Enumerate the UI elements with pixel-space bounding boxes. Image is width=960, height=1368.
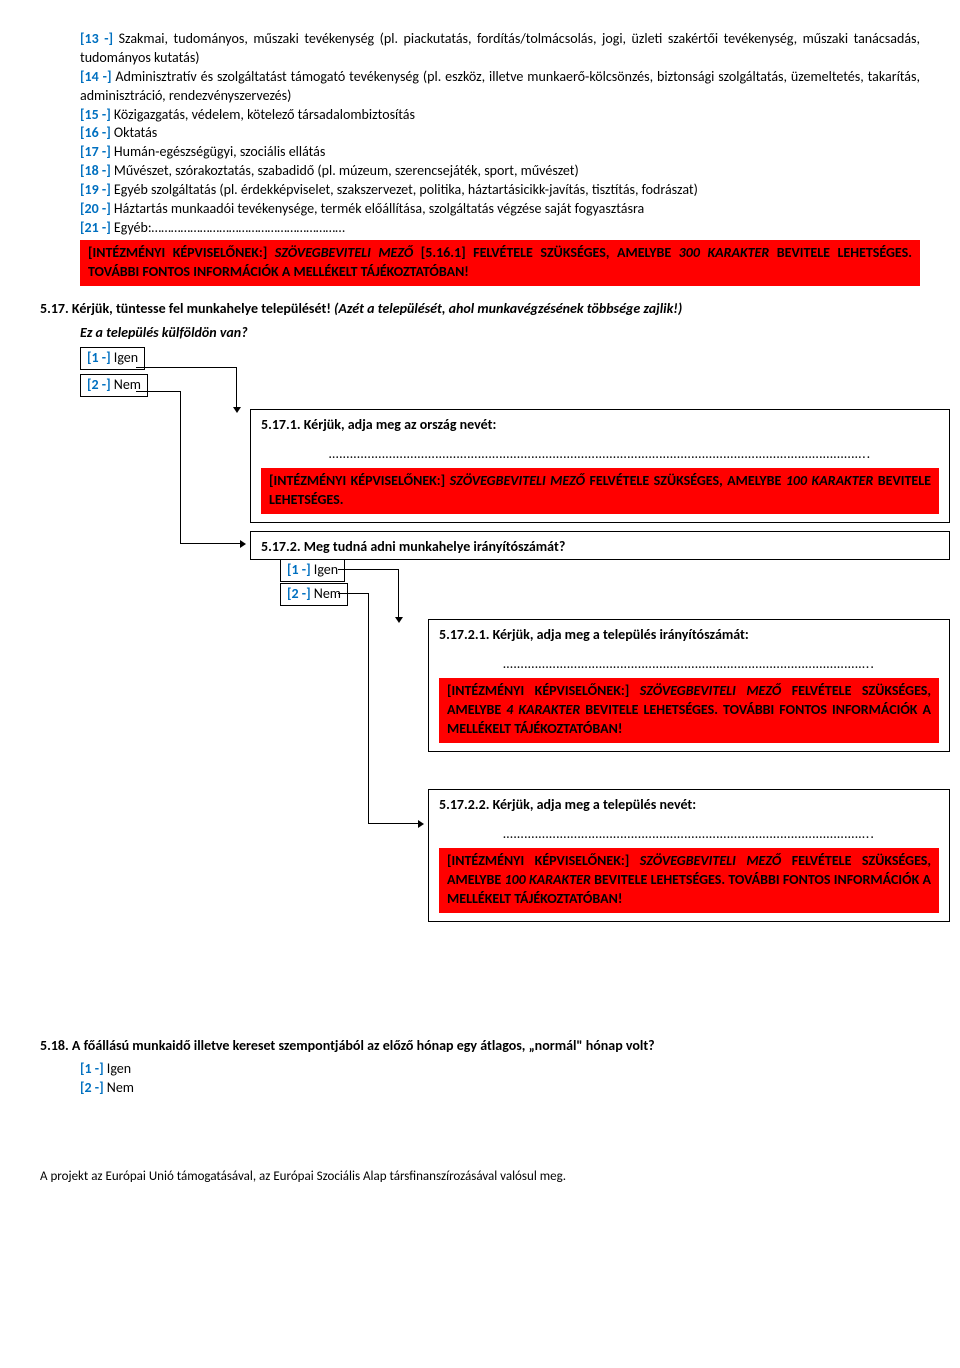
list-item: [17 -] Humán-egészségügyi, szociális ell… <box>80 143 920 162</box>
item-text: Háztartás munkaadói tevékenysége, termék… <box>111 200 645 217</box>
redbox-tail: FELVÉTELE SZÜKSÉGES, AMELYBE <box>466 244 679 261</box>
instruction-box: [INTÉZMÉNYI KÉPVISELŐNEK:] SZÖVEGBEVITEL… <box>439 678 939 743</box>
list-item: [19 -] Egyéb szolgáltatás (pl. érdekképv… <box>80 181 920 200</box>
panel-5-17-2: 5.17.2. Meg tudná adni munkahelye irányí… <box>250 531 950 560</box>
option-label: Nem <box>311 585 341 602</box>
option-label: Igen <box>104 1060 132 1077</box>
item-text: Egyéb:…………………………………………………… <box>111 219 345 236</box>
list-item: [20 -] Háztartás munkaadói tevékenysége,… <box>80 200 920 219</box>
connector <box>338 593 368 594</box>
item-code: [20 -] <box>80 200 111 217</box>
instruction-box: [INTÉZMÉNYI KÉPVISELŐNEK:] SZÖVEGBEVITEL… <box>80 240 920 286</box>
list-item: [14 -] Adminisztratív és szolgáltatást t… <box>80 68 920 106</box>
item-text: Adminisztratív és szolgáltatást támogató… <box>80 68 920 104</box>
instruction-box: [INTÉZMÉNYI KÉPVISELŐNEK:] SZÖVEGBEVITEL… <box>261 468 939 514</box>
list-item: [13 -] Szakmai, tudományos, műszaki tevé… <box>80 30 920 68</box>
item-text: Humán-egészségügyi, szociális ellátás <box>111 143 326 160</box>
option-nem[interactable]: [2 -] Nem <box>80 1079 920 1098</box>
option-label: Igen <box>311 561 339 578</box>
question-5-17-sub: Ez a település külföldön van? <box>80 324 920 343</box>
connector <box>136 367 236 368</box>
item-code: [15 -] <box>80 106 111 123</box>
connector <box>398 569 399 617</box>
option-label: Nem <box>104 1079 134 1096</box>
item-text: Egyéb szolgáltatás (pl. érdekképviselet,… <box>111 181 698 198</box>
redbox-lead: [INTÉZMÉNYI KÉPVISELŐNEK:] <box>88 244 275 261</box>
redbox-tail: FELVÉTELE SZÜKSÉGES, AMELYBE <box>585 472 786 489</box>
option-code: [2 -] <box>87 376 111 393</box>
panel-title: 5.17.2.1. Kérjük, adja meg a település i… <box>439 626 939 645</box>
connector <box>338 569 398 570</box>
panel-title: 5.17.2.2. Kérjük, adja meg a település n… <box>439 796 939 815</box>
page-footer: A projekt az Európai Unió támogatásával,… <box>40 1168 920 1186</box>
redbox-num: 4 KARAKTER <box>506 701 580 718</box>
connector <box>368 593 369 823</box>
redbox-lead: [INTÉZMÉNYI KÉPVISELŐNEK:] <box>447 682 640 699</box>
option-code: [1 -] <box>287 561 311 578</box>
panel-5-17-1: 5.17.1. Kérjük, adja meg az ország nevét… <box>250 409 950 523</box>
redbox-num: 100 KARAKTER <box>504 871 590 888</box>
item-code: [16 -] <box>80 124 111 141</box>
input-line[interactable]: …………………………………………………………………………………………………………… <box>261 445 939 464</box>
redbox-num: 100 KARAKTER <box>786 472 874 489</box>
panel-title: 5.17.1. Kérjük, adja meg az ország nevét… <box>261 416 939 435</box>
connector <box>236 367 237 407</box>
option-code: [1 -] <box>80 1060 104 1077</box>
heading-italic: (Azét a települését, ahol munkavégzéséne… <box>334 300 682 317</box>
item-text: Szakmai, tudományos, műszaki tevékenység… <box>80 30 920 66</box>
item-text: Közigazgatás, védelem, kötelező társadal… <box>111 106 415 123</box>
instruction-box: [INTÉZMÉNYI KÉPVISELŐNEK:] SZÖVEGBEVITEL… <box>439 848 939 913</box>
item-code: [21 -] <box>80 219 111 236</box>
option-nem[interactable]: [2 -] Nem <box>280 583 348 606</box>
option-nem[interactable]: [2 -] Nem <box>80 374 148 397</box>
item-text: Oktatás <box>111 124 158 141</box>
list-item: [15 -] Közigazgatás, védelem, kötelező t… <box>80 106 920 125</box>
redbox-mid: SZÖVEGBEVITELI MEZŐ <box>275 244 421 261</box>
redbox-ref: [5.16.1] <box>421 244 466 261</box>
option-igen[interactable]: [1 -] Igen <box>80 1060 920 1079</box>
item-code: [13 -] <box>80 30 113 47</box>
panel-5-17-2-2: 5.17.2.2. Kérjük, adja meg a település n… <box>428 789 950 921</box>
connector <box>368 823 418 824</box>
option-code: [1 -] <box>87 349 111 366</box>
connector <box>180 391 181 543</box>
item-code: [17 -] <box>80 143 111 160</box>
redbox-mid: SZÖVEGBEVITELI MEZŐ <box>640 852 781 869</box>
option-code: [2 -] <box>80 1079 104 1096</box>
redbox-lead: [INTÉZMÉNYI KÉPVISELŐNEK:] <box>447 852 640 869</box>
connector <box>180 543 240 544</box>
heading-text: 5.17. Kérjük, tüntesse fel munkahelye te… <box>40 300 334 317</box>
item-code: [19 -] <box>80 181 111 198</box>
option-label: Igen <box>111 349 139 366</box>
question-5-18-heading: 5.18. A főállású munkaidő illetve kerese… <box>40 1037 920 1056</box>
item-code: [14 -] <box>80 68 111 85</box>
redbox-mid: SZÖVEGBEVITELI MEZŐ <box>450 472 585 489</box>
redbox-mid: SZÖVEGBEVITELI MEZŐ <box>640 682 781 699</box>
redbox-lead: [INTÉZMÉNYI KÉPVISELŐNEK:] <box>269 472 450 489</box>
panel-title: 5.17.2. Meg tudná adni munkahelye irányí… <box>261 538 565 555</box>
item-text: Művészet, szórakoztatás, szabadidő (pl. … <box>111 162 579 179</box>
option-igen[interactable]: [1 -] Igen <box>280 559 345 582</box>
flow-diagram: 5.17.1. Kérjük, adja meg az ország nevét… <box>80 403 920 1023</box>
item-code: [18 -] <box>80 162 111 179</box>
list-item: [21 -] Egyéb:…………………………………………………… <box>80 219 920 238</box>
input-line[interactable]: ………………………………………………………………………………………….. <box>439 655 939 674</box>
list-item: [16 -] Oktatás <box>80 124 920 143</box>
input-line[interactable]: ………………………………………………………………………………………….. <box>439 825 939 844</box>
activity-list: [13 -] Szakmai, tudományos, műszaki tevé… <box>80 30 920 286</box>
redbox-num: 300 KARAKTER <box>679 244 770 261</box>
panel-5-17-2-1: 5.17.2.1. Kérjük, adja meg a település i… <box>428 619 950 751</box>
connector <box>136 391 180 392</box>
list-item: [18 -] Művészet, szórakoztatás, szabadid… <box>80 162 920 181</box>
question-5-17-heading: 5.17. Kérjük, tüntesse fel munkahelye te… <box>40 300 920 319</box>
option-code: [2 -] <box>287 585 311 602</box>
